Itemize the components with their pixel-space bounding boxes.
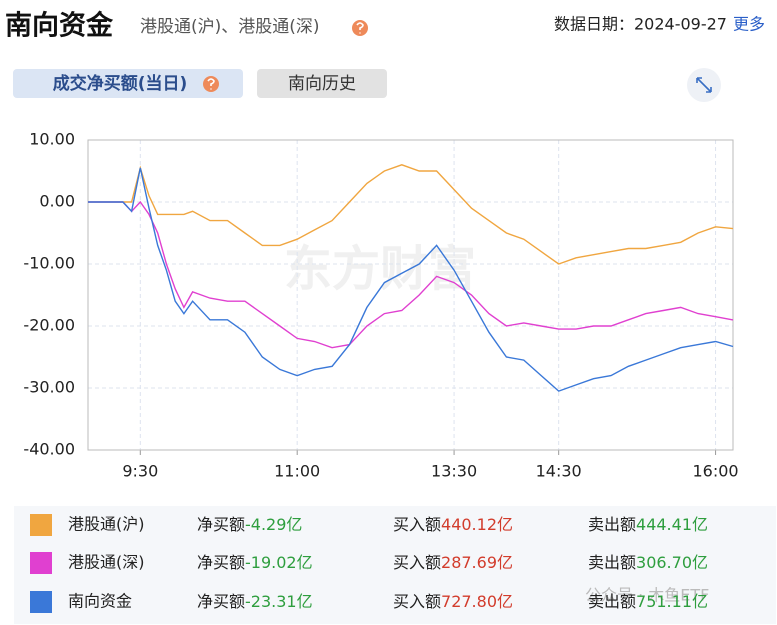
plot-frame (87, 139, 734, 451)
summary-cell: 卖出额751.11亿 (588, 592, 708, 611)
tab[interactable] (257, 69, 387, 98)
y-tick-label: -40.00 (23, 440, 75, 459)
summary-value: -19.02亿 (245, 553, 313, 572)
summary-value: 444.41亿 (636, 515, 708, 534)
summary-label: 净买额 (197, 553, 245, 572)
summary-value: -4.29亿 (245, 515, 302, 534)
series-line (88, 200, 734, 349)
legend-panel (14, 506, 776, 624)
summary-cell: 买入额727.80亿 (393, 592, 513, 611)
help-glyph (207, 78, 215, 90)
summary-label: 净买额 (197, 592, 245, 611)
legend-label: 港股通(深) (68, 553, 145, 572)
x-tick-label: 11:00 (274, 462, 320, 481)
y-tick-label: 10.00 (29, 130, 75, 149)
summary-label: 买入额 (393, 515, 441, 534)
subtitle: 港股通(沪)、港股通(深) (140, 17, 320, 37)
summary-cell: 净买额-19.02亿 (197, 553, 313, 572)
summary-label: 卖出额 (588, 515, 636, 534)
summary-label: 卖出额 (588, 592, 636, 611)
tab-label: 成交净买额(当日) (53, 73, 188, 94)
y-tick-label: -10.00 (23, 254, 75, 273)
summary-value: 727.80亿 (441, 592, 513, 611)
date: 数据日期：2024-09-27 (554, 15, 727, 34)
summary-cell: 卖出额444.41亿 (588, 515, 708, 534)
summary-cell: 买入额440.12亿 (393, 515, 513, 534)
title: 南向资金 (5, 10, 114, 42)
expand-icon (696, 77, 712, 93)
summary-cell: 卖出额306.70亿 (588, 553, 708, 572)
watermark: 公众号 · 木鱼ETF (585, 586, 709, 605)
summary-cell: 买入额287.69亿 (393, 553, 513, 572)
summary-value: 306.70亿 (636, 553, 708, 572)
summary-value: 287.69亿 (441, 553, 513, 572)
summary-label: 买入额 (393, 592, 441, 611)
legend-swatch (30, 514, 52, 536)
tab-active[interactable] (13, 69, 243, 98)
x-tick-label: 9:30 (122, 462, 158, 481)
summary-label: 买入额 (393, 553, 441, 572)
summary-cell: 净买额-23.31亿 (197, 592, 313, 611)
summary-label: 净买额 (197, 515, 245, 534)
tab-label: 南向历史 (288, 74, 356, 94)
summary-value: 751.11亿 (636, 592, 708, 611)
legend-swatch (30, 552, 52, 574)
y-tick-label: -20.00 (23, 316, 75, 335)
x-tick-label: 14:30 (536, 462, 582, 481)
summary-value: 440.12亿 (441, 515, 513, 534)
summary-value: -23.31亿 (245, 592, 313, 611)
x-tick-label: 13:30 (431, 462, 477, 481)
series-line (88, 167, 734, 392)
help-glyph (356, 22, 364, 34)
legend-label: 南向资金 (68, 592, 132, 611)
x-tick-label: 16:00 (693, 462, 739, 481)
series-line (88, 164, 734, 265)
legend-label: 港股通(沪) (68, 515, 145, 534)
summary-label: 卖出额 (588, 553, 636, 572)
summary-cell: 净买额-4.29亿 (197, 515, 302, 534)
y-tick-label: -30.00 (23, 378, 75, 397)
y-tick-label: 0.00 (39, 192, 75, 211)
more-link[interactable]: 更多 (733, 15, 765, 34)
legend-swatch (30, 591, 52, 613)
